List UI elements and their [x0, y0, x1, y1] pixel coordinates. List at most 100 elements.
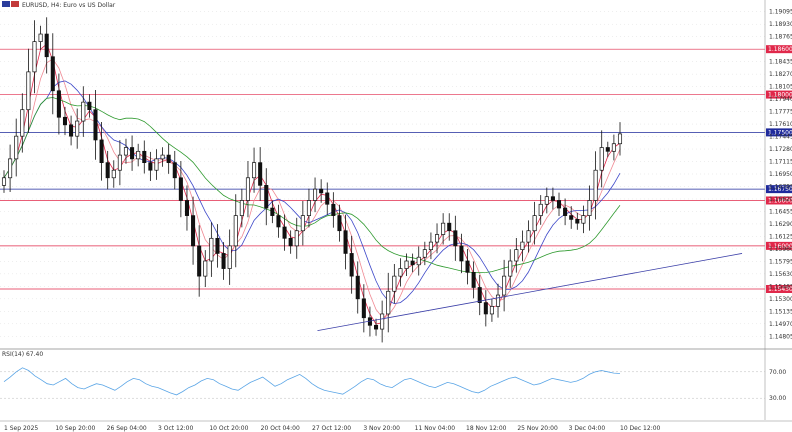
- candle-body: [270, 207, 275, 216]
- candle-body: [50, 56, 55, 92]
- price-tick-label: 1.16620: [769, 196, 792, 203]
- horizontal-levels: 1.18600 1.18000 1.17500 1.16750 1.16600 1.160…: [0, 45, 792, 293]
- candle-body: [239, 200, 244, 216]
- candle-body: [526, 230, 531, 243]
- price-tick-label: 1.16290: [769, 221, 792, 228]
- candle-body: [191, 215, 196, 247]
- candle-body: [331, 203, 336, 216]
- time-axis: 1 Sep 2025 10 Sep 20:00 26 Sep 04:00 3 Oct …: [0, 420, 792, 432]
- candle-body: [569, 215, 574, 220]
- candle-body: [410, 260, 415, 266]
- trendline: [317, 253, 743, 331]
- candle-body: [441, 222, 446, 235]
- time-tick-label: 25 Nov 20:00: [517, 425, 558, 432]
- candle-body: [142, 150, 147, 164]
- time-tick-label: 26 Sep 04:00: [107, 425, 147, 432]
- candle-body: [343, 230, 348, 254]
- candle-body: [355, 275, 360, 300]
- candle-body: [288, 237, 293, 247]
- candle-body: [300, 215, 305, 232]
- time-tick-label: 10 Sep 20:00: [55, 425, 95, 432]
- candle-body: [306, 200, 311, 216]
- price-tick-label: 1.17280: [769, 146, 792, 153]
- candles: [1, 17, 623, 343]
- candle-body: [227, 245, 232, 269]
- level-price-tag-label: 1.16600: [768, 197, 792, 204]
- candle-body: [38, 33, 43, 42]
- candle-body: [404, 260, 409, 269]
- candle-body: [99, 139, 104, 164]
- price-tick-label: 1.18270: [769, 71, 792, 78]
- price-tick-label: 1.16950: [769, 171, 792, 178]
- price-tick-label: 1.18105: [769, 84, 792, 91]
- level-price-tag: [766, 284, 792, 293]
- candle-body: [605, 147, 610, 152]
- candle-body: [111, 169, 116, 179]
- time-tick-label: 10 Oct 20:00: [209, 425, 248, 432]
- candle-body: [26, 71, 31, 111]
- candle-body: [62, 116, 68, 126]
- candle-body: [398, 268, 403, 277]
- level-price-tag-label: 1.17500: [768, 129, 792, 136]
- candle-body: [520, 241, 525, 251]
- candle-body: [447, 222, 452, 232]
- price-tick-label: 1.17940: [769, 96, 792, 103]
- time-tick-label: 11 Nov 04:00: [415, 425, 456, 432]
- candle-body: [154, 158, 159, 171]
- candle-body: [361, 298, 366, 319]
- candle-body: [617, 133, 623, 145]
- candle-body: [428, 241, 433, 251]
- price-axis: 1.19095 1.18930 1.18765 1.18435 1.18270 1.181…: [764, 0, 792, 420]
- level-price-tag: [766, 185, 792, 194]
- level-price-tag: [766, 241, 792, 250]
- candle-body: [14, 135, 19, 160]
- candle-body: [556, 200, 562, 209]
- level-price-tag-label: 1.18000: [768, 92, 792, 99]
- time-tick-label: 27 Oct 12:00: [312, 425, 351, 432]
- candle-body: [172, 162, 177, 179]
- candle-body: [215, 237, 220, 254]
- candle-body: [178, 177, 183, 201]
- candle-body: [422, 249, 427, 258]
- candle-body: [599, 147, 604, 171]
- candle-body: [538, 203, 543, 216]
- candle-body: [203, 260, 208, 277]
- candle-body: [160, 154, 165, 160]
- rsi-level-label: 30.00: [769, 395, 786, 402]
- candle-body: [502, 275, 507, 296]
- candle-body: [264, 184, 269, 209]
- candle-body: [465, 260, 470, 273]
- price-tick-label: 1.15135: [769, 308, 792, 315]
- candle-body: [148, 162, 153, 171]
- candle-body: [117, 154, 122, 171]
- price-tick-label: 1.15960: [769, 246, 792, 253]
- ma-slow-line: [3, 97, 621, 274]
- symbol-icon-flag-eu: [2, 1, 10, 7]
- candle-body: [105, 162, 110, 179]
- time-tick-label: 3 Oct 12:00: [158, 425, 193, 432]
- candle-body: [453, 230, 458, 247]
- time-tick-label: 18 Nov 12:00: [466, 425, 507, 432]
- price-tick-label: 1.18930: [769, 21, 792, 28]
- candle-body: [337, 215, 342, 232]
- candle-body: [386, 290, 391, 315]
- candle-body: [166, 154, 171, 164]
- candle-body: [611, 143, 616, 152]
- price-tick-label: 1.15795: [769, 258, 792, 265]
- price-tick-label: 1.16785: [769, 183, 792, 190]
- candle-body: [294, 230, 299, 247]
- candle-body: [123, 147, 129, 156]
- candle-body: [325, 192, 330, 205]
- ma-mid-line: [3, 80, 621, 305]
- candle-body: [197, 245, 202, 277]
- candle-body: [581, 215, 586, 224]
- candle-body: [483, 302, 488, 315]
- candle-body: [563, 207, 568, 216]
- price-tick-label: 1.14805: [769, 333, 792, 340]
- time-tick-label: 20 Oct 04:00: [261, 425, 300, 432]
- price-tick-label: 1.15465: [769, 283, 792, 290]
- candle-body: [550, 196, 555, 201]
- candle-body: [184, 200, 189, 216]
- price-tick-label: 1.17775: [769, 109, 792, 116]
